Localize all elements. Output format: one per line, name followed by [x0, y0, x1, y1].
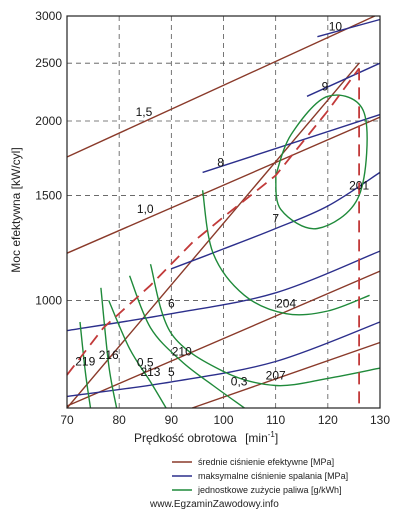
y-tick-labels: 1000 1500 2000 2500 3000: [35, 9, 62, 307]
y-tick-label: 1000: [35, 293, 62, 307]
x-axis-label-unit: [min: [245, 431, 268, 445]
curve-label-max-pressure: 9: [322, 79, 329, 93]
x-tick-label: 80: [112, 413, 126, 427]
curve-label-fuel-consumption: 201: [349, 178, 369, 192]
series-line-fuel-consumption: [100, 287, 118, 409]
legend-label-max-pressure: maksymalne ciśnienie spalania [MPa]: [198, 471, 348, 481]
curve-label-fuel-consumption: 210: [172, 344, 192, 358]
legend-label-fuel-consumption: jednostkowe zużycie paliwa [g/kWh]: [197, 485, 342, 495]
x-axis-label-unit-exponent: -1: [268, 430, 276, 439]
series-line-fuel-consumption: [201, 190, 370, 316]
curve-label-max-pressure: 5: [168, 365, 175, 379]
plot-frame: [66, 15, 381, 409]
series-line-max-pressure: [66, 250, 381, 332]
curve-label-mean-pressure: 0,3: [231, 375, 248, 389]
series-line-mean-pressure: [66, 116, 381, 254]
x-tick-label: 90: [165, 413, 179, 427]
x-tick-label: 100: [213, 413, 233, 427]
series-line-max-pressure: [306, 62, 381, 97]
curve-label-mean-pressure: 1,0: [137, 202, 154, 216]
legend-label-mean-pressure: średnie ciśnienie efektywne [MPa]: [198, 457, 334, 467]
curve-labels: 1,5 1,0 0,5 0,3 10 9 8 7 6 5 201 204 207 210 213 216 219: [75, 20, 369, 389]
x-axis-label-unit-close: ]: [275, 431, 278, 445]
x-axis-label-text: Prędkość obrotowa: [134, 431, 237, 445]
y-tick-label: 3000: [35, 9, 62, 23]
watermark: www.EgzaminZawodowy.info: [149, 499, 279, 510]
series-line-fuel-consumption: [149, 264, 381, 387]
curve-label-max-pressure: 7: [272, 212, 279, 226]
series-line-mean-pressure: [66, 15, 376, 158]
series-line-fuel-consumption: [108, 300, 167, 409]
curve-label-fuel-consumption: 216: [99, 348, 119, 362]
x-tick-label: 120: [318, 413, 338, 427]
curve-label-fuel-consumption: 213: [140, 365, 160, 379]
series-line-max-pressure: [202, 113, 381, 174]
curve-label-fuel-consumption: 204: [276, 297, 296, 311]
series-line-mean-pressure: [191, 341, 381, 409]
x-tick-labels: 70 80 90 100 110 120 130: [60, 413, 390, 427]
series-line-fuel-consumption: [79, 321, 92, 409]
series-line-max-pressure: [317, 18, 381, 38]
series-line-max-pressure: [171, 171, 381, 270]
x-tick-label: 70: [60, 413, 74, 427]
legend: średnie ciśnienie efektywne [MPa] maksyma…: [172, 457, 348, 495]
series-line-fuel-consumption: [128, 275, 245, 409]
curves: [66, 15, 381, 409]
y-axis-label: Moc efektywna [kW/cyl]: [9, 147, 23, 272]
curve-label-mean-pressure: 0,5: [137, 355, 154, 369]
curve-label-fuel-consumption: 219: [75, 354, 95, 368]
curve-label-max-pressure: 6: [168, 297, 175, 311]
x-tick-label: 130: [370, 413, 390, 427]
curve-label-mean-pressure: 1,5: [136, 105, 153, 119]
x-axis-label: Prędkość obrotowa [min-1]: [134, 430, 278, 445]
series-line-mean-pressure: [66, 62, 360, 409]
curve-label-max-pressure: 8: [217, 155, 224, 169]
x-tick-label: 110: [266, 413, 285, 427]
curve-label-max-pressure: 10: [329, 20, 343, 34]
y-tick-label: 2500: [35, 56, 62, 70]
y-tick-label: 2000: [35, 114, 62, 128]
series-line-mean-pressure: [66, 270, 381, 407]
curve-label-fuel-consumption: 207: [266, 368, 286, 382]
series-line-fuel-consumption: [275, 94, 368, 230]
y-tick-label: 1500: [35, 188, 62, 202]
